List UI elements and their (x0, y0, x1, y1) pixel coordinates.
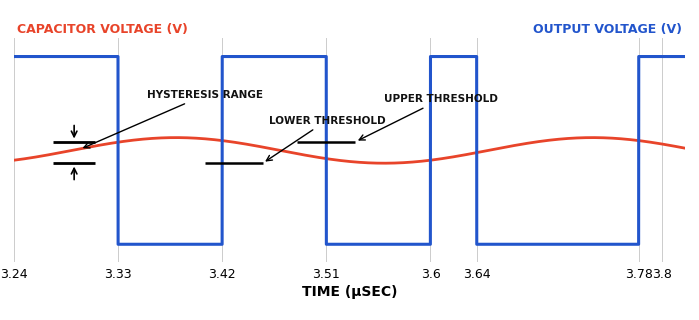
Text: UPPER THRESHOLD: UPPER THRESHOLD (359, 94, 498, 140)
Text: OUTPUT VOLTAGE (V): OUTPUT VOLTAGE (V) (533, 23, 682, 36)
Text: LOWER THRESHOLD: LOWER THRESHOLD (266, 116, 385, 161)
Text: CAPACITOR VOLTAGE (V): CAPACITOR VOLTAGE (V) (17, 23, 188, 36)
Text: HYSTERESIS RANGE: HYSTERESIS RANGE (84, 90, 263, 148)
X-axis label: TIME (μSEC): TIME (μSEC) (302, 285, 397, 299)
